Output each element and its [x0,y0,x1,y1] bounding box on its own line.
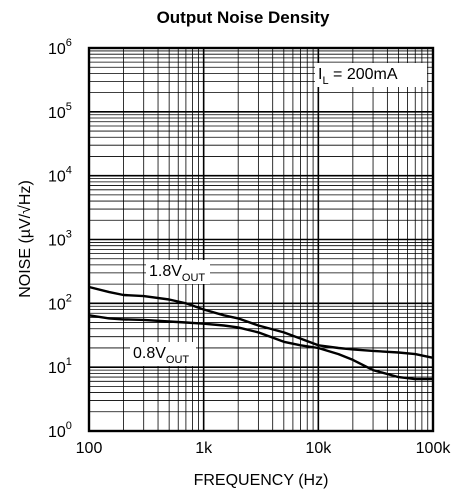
chart-title: Output Noise Density [157,8,330,27]
series-layer [88,285,434,381]
y-axis-label: NOISE (µV/√Hz) [17,180,34,298]
y-tick-label: 103 [48,229,72,250]
ticks-layer: 100 1k 10k 100k 100 101 102 103 104 105 106 [48,37,451,457]
plot-frame [87,46,435,433]
load-current-annotation-bg [315,63,427,87]
series-label-1v8-bg [146,260,210,284]
series-label-0v8-bg [130,342,196,366]
y-tick-label: 100 [48,420,72,441]
x-tick-label: 100 [76,440,103,457]
y-tick-label: 101 [48,356,72,377]
series-label-0v8: 0.8VOUT [133,345,189,366]
series-line-1 [88,314,433,381]
x-tick-label: 1k [195,440,213,457]
y-tick-label: 104 [48,165,72,186]
load-current-annotation: IL = 200mA [318,66,398,87]
x-tick-label: 10k [305,440,332,457]
series-line-0 [88,285,434,359]
x-tick-label: 100k [416,440,452,457]
labels-layer: IL = 200mA 1.8VOUT 0.8VOUT [130,63,427,366]
grid [88,48,433,432]
y-tick-label: 102 [48,292,72,313]
series-label-1v8: 1.8VOUT [149,263,205,284]
y-tick-label: 106 [48,37,72,58]
x-axis-label: FREQUENCY (Hz) [194,472,329,489]
y-tick-label: 105 [48,101,72,122]
